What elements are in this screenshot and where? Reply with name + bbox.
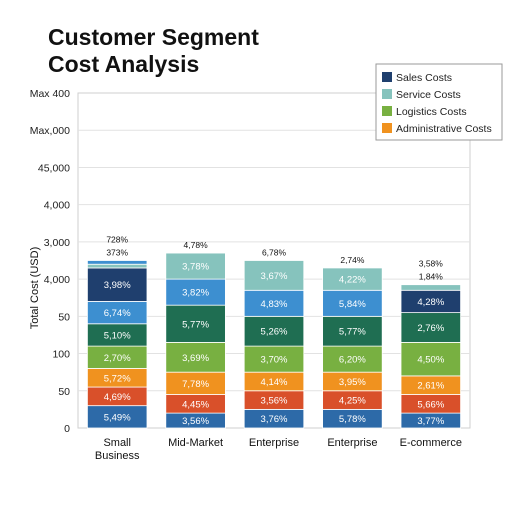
bar-segment-label: 5,78%	[339, 414, 366, 425]
y-tick-label: 0	[64, 423, 70, 435]
x-tick-label: Business	[95, 450, 140, 462]
bar-segment-label: 4,25%	[339, 396, 366, 407]
bar-segment-label: 3,82%	[182, 288, 209, 299]
y-tick-label: Max 400	[30, 88, 70, 100]
y-axis-ticks: Max 400 Max,000 45,000 4,000 3,000 4,000 50 100…	[30, 88, 70, 435]
bar-segment-label: 3,77%	[417, 416, 444, 427]
bar-segment-label: 4,14%	[261, 377, 288, 388]
bar-segment-label: 3,98%	[104, 280, 131, 291]
bar-segment-label: 4,69%	[104, 392, 131, 403]
legend-swatch	[382, 106, 392, 116]
legend-entry: Sales Costs	[396, 72, 452, 84]
bar-segment-label: 2,70%	[104, 353, 131, 364]
bar-top-label: 373%	[106, 248, 128, 258]
bar-segment	[322, 315, 383, 347]
bar-segment-label: 2,76%	[417, 323, 444, 334]
bar-segment-label: 4,22%	[339, 275, 366, 286]
x-tick-label: Mid-Market	[168, 437, 223, 449]
bar-segment	[165, 278, 226, 306]
bar-segment	[400, 284, 461, 291]
y-tick-label: 45,000	[38, 162, 70, 174]
bar-stack: 3,77% 5,66% 2,61% 4,50% 2,76% 4,28% 3,58% 1,84%	[400, 259, 461, 429]
bar-segment	[165, 304, 226, 343]
bar-segment-label: 3,67%	[261, 271, 288, 282]
y-tick-label: 50	[58, 386, 70, 398]
bar-segment-label: 4,45%	[182, 399, 209, 410]
bar-segment	[322, 345, 383, 373]
bar-segment-label: 3,56%	[182, 416, 209, 427]
bar-stack: 5,78% 4,25% 3,95% 6,20% 5,77% 5,84% 4,22% 2,74%	[322, 255, 383, 429]
y-tick-label: 50	[58, 311, 70, 323]
bar-segment	[243, 345, 305, 373]
bar-segment-label: 5,10%	[104, 330, 131, 341]
chart-title-line-2: Cost Analysis	[48, 51, 200, 77]
chart-title-line-1: Customer Segment	[48, 24, 259, 50]
x-tick-label: Small	[103, 437, 131, 449]
bar-segment	[243, 260, 305, 291]
bar-segment-label: 6,74%	[104, 308, 131, 319]
bar-segment-label: 5,77%	[182, 319, 209, 330]
legend-swatch	[382, 89, 392, 99]
bar-segment	[165, 252, 226, 280]
bar-segment-label: 5,49%	[104, 412, 131, 423]
bar-stack: 3,56% 4,45% 7,78% 3,69% 5,77% 3,82% 3,78% 4,78%	[165, 240, 226, 429]
x-tick-label: E-commerce	[400, 437, 462, 449]
legend-swatch	[382, 123, 392, 133]
bar-segment-label: 5,84%	[339, 299, 366, 310]
y-axis-label: Total Cost (USD)	[29, 247, 41, 330]
bar-top-label: 1,84%	[419, 272, 444, 282]
bar-segment	[87, 267, 148, 302]
legend-entry: Service Costs	[396, 89, 461, 101]
bar-top-label: 6,78%	[262, 248, 287, 258]
bar-top-label: 728%	[106, 235, 128, 245]
bar-segment-label: 3,56%	[261, 396, 288, 407]
y-tick-label: 100	[52, 349, 70, 361]
bar-segment-label: 3,69%	[182, 353, 209, 364]
y-tick-label: Max,000	[30, 125, 70, 137]
bar-segment-label: 5,66%	[417, 399, 444, 410]
legend-entry: Administrative Costs	[396, 123, 492, 135]
bar-segment-label: 5,72%	[104, 373, 131, 384]
x-tick-label: Enterprise	[327, 437, 377, 449]
bar-segment-label: 6,20%	[339, 355, 366, 366]
bar-segment	[243, 315, 305, 347]
bar-segment-label: 3,95%	[339, 377, 366, 388]
bars: 5,49% 4,69% 5,72% 2,70% 5,10% 6,74% 3,98% 728% 3…	[87, 235, 461, 429]
bar-segment-label: 5,77%	[339, 327, 366, 338]
bar-segment-label: 5,26%	[261, 327, 288, 338]
legend: Sales Costs Service Costs Logistics Costs A…	[375, 63, 503, 141]
y-tick-label: 3,000	[44, 237, 70, 249]
bar-stack: 3,76% 3,56% 4,14% 3,70% 5,26% 4,83% 3,67% 6,78%	[243, 248, 305, 429]
bar-top-label: 2,74%	[340, 255, 365, 265]
legend-box	[375, 63, 503, 141]
bar-stack: 5,49% 4,69% 5,72% 2,70% 5,10% 6,74% 3,98% 728% 3…	[87, 235, 148, 429]
bar-segment-label: 4,50%	[417, 355, 444, 366]
bar-top-label: 4,78%	[184, 240, 209, 250]
x-tick-label: Enterprise	[249, 437, 299, 449]
bar-segment-label: 2,61%	[417, 381, 444, 392]
bar-segment	[87, 260, 148, 265]
bar-segment	[322, 267, 383, 291]
bar-segment-label: 3,70%	[261, 355, 288, 366]
bar-segment-label: 4,83%	[261, 299, 288, 310]
y-tick-label: 4,000	[44, 274, 70, 286]
legend-swatch	[382, 72, 392, 82]
bar-segment	[322, 289, 383, 317]
bar-segment	[87, 263, 148, 269]
bar-segment-label: 4,28%	[417, 297, 444, 308]
bar-segment-label: 7,78%	[182, 379, 209, 390]
y-tick-label: 4,000	[44, 200, 70, 212]
bar-segment-label: 3,76%	[261, 414, 288, 425]
bar-segment-label: 3,78%	[182, 262, 209, 273]
legend-entry: Logistics Costs	[396, 106, 467, 118]
bar-top-label: 3,58%	[419, 259, 444, 269]
chart-title: Customer Segment Cost Analysis	[48, 24, 259, 78]
